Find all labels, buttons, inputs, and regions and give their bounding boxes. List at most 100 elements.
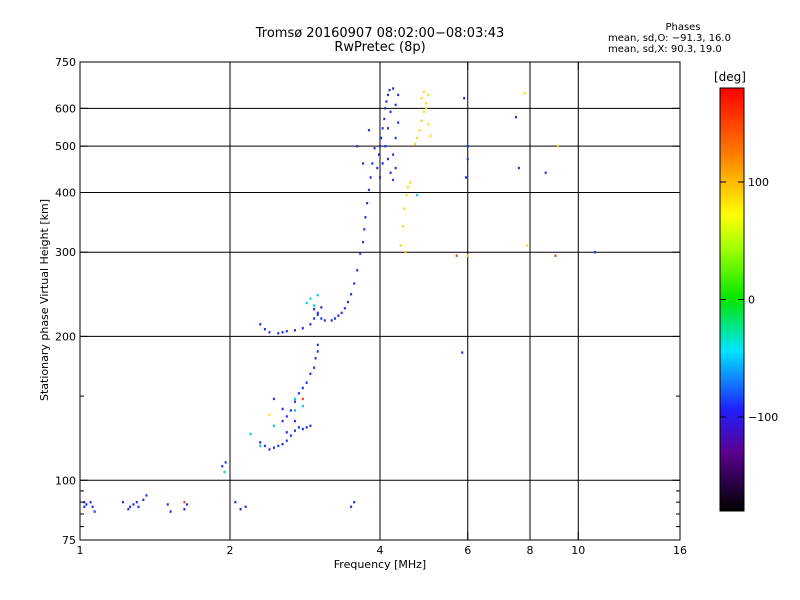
data-point: [371, 162, 374, 165]
data-point: [129, 505, 132, 509]
data-point: [301, 327, 304, 330]
phase-stats-o: mean, sd,O: −91.3, 16.0: [608, 33, 731, 44]
data-point: [293, 397, 296, 401]
data-point: [392, 87, 395, 90]
data-point: [353, 282, 356, 285]
data-point: [461, 351, 464, 354]
data-point: [353, 500, 356, 504]
data-point: [272, 424, 275, 428]
data-point: [244, 505, 247, 509]
data-point: [416, 193, 419, 197]
data-point: [289, 409, 292, 412]
data-point: [422, 110, 425, 114]
x-tick-label: 4: [377, 544, 384, 557]
data-point: [373, 147, 376, 150]
data-point: [340, 311, 343, 315]
data-point: [145, 494, 148, 497]
data-point: [366, 201, 369, 205]
x-axis-label: Frequency [MHz]: [334, 558, 426, 571]
chart-subtitle: RwPretec (8p): [334, 40, 426, 55]
data-point: [301, 397, 304, 401]
data-point: [334, 317, 337, 320]
data-point: [91, 505, 94, 509]
data-point: [397, 93, 400, 97]
data-point: [427, 123, 430, 126]
data-point: [316, 293, 319, 297]
data-point: [425, 101, 428, 105]
data-point: [234, 500, 237, 504]
data-point: [356, 269, 359, 272]
data-point: [556, 144, 559, 148]
data-point: [301, 404, 304, 408]
phase-stats: Phases mean, sd,O: −91.3, 16.0 mean, sd,…: [598, 22, 768, 55]
phase-stats-x: mean, sd,X: 90.3, 19.0: [608, 44, 722, 55]
data-point: [309, 372, 312, 376]
data-point: [399, 244, 402, 247]
data-point: [305, 301, 308, 305]
data-point: [137, 505, 140, 509]
x-tick-label: 16: [673, 544, 687, 557]
data-point: [406, 186, 409, 189]
x-tick-label: 10: [571, 544, 585, 557]
data-point: [223, 470, 226, 474]
data-point: [367, 188, 370, 192]
data-point: [259, 323, 262, 326]
data-point: [224, 461, 227, 464]
data-point: [427, 93, 430, 97]
data-point: [404, 251, 407, 254]
y-axis-label: Stationary phase Virtual Height [km]: [38, 199, 51, 401]
data-point: [346, 300, 349, 304]
data-point: [268, 448, 271, 451]
data-point: [277, 332, 280, 335]
data-point: [397, 121, 400, 124]
data-point: [83, 500, 86, 504]
data-point: [263, 444, 266, 448]
data-point: [403, 207, 406, 210]
data-point: [379, 144, 381, 148]
data-point: [142, 498, 145, 502]
data-point: [166, 503, 169, 506]
y-tick-label: 300: [55, 246, 76, 259]
data-point: [526, 244, 529, 247]
data-point: [293, 409, 296, 412]
data-point: [297, 426, 300, 429]
data-point: [386, 93, 389, 97]
data-point: [127, 507, 130, 511]
data-point: [367, 128, 370, 132]
x-tick-label: 6: [464, 544, 471, 557]
data-point: [281, 442, 284, 446]
data-point: [135, 500, 138, 504]
y-tick-label: 500: [55, 140, 76, 153]
data-point: [263, 328, 266, 331]
data-point: [316, 311, 319, 315]
data-point: [330, 319, 333, 322]
data-point: [281, 407, 284, 411]
data-point: [293, 400, 296, 403]
data-point: [384, 144, 387, 148]
data-point: [394, 136, 397, 140]
data-point: [316, 343, 319, 347]
data-point: [293, 329, 296, 332]
data-point: [183, 500, 186, 504]
data-point: [293, 419, 296, 423]
data-point: [186, 503, 189, 506]
data-point: [383, 117, 386, 121]
data-point: [402, 225, 405, 228]
data-point: [132, 503, 135, 506]
data-point: [277, 444, 280, 448]
data-point: [293, 429, 296, 432]
data-point: [380, 136, 383, 140]
data-point: [389, 171, 392, 174]
data-point: [93, 510, 96, 513]
data-point: [394, 166, 397, 170]
data-point: [309, 297, 312, 300]
data-point: [389, 110, 392, 114]
data-point: [89, 500, 92, 504]
data-point: [285, 415, 288, 418]
data-point: [305, 426, 308, 429]
data-point: [392, 178, 395, 182]
data-point: [455, 254, 458, 257]
data-point: [289, 434, 292, 437]
data-point: [83, 505, 86, 509]
data-point: [285, 439, 288, 442]
